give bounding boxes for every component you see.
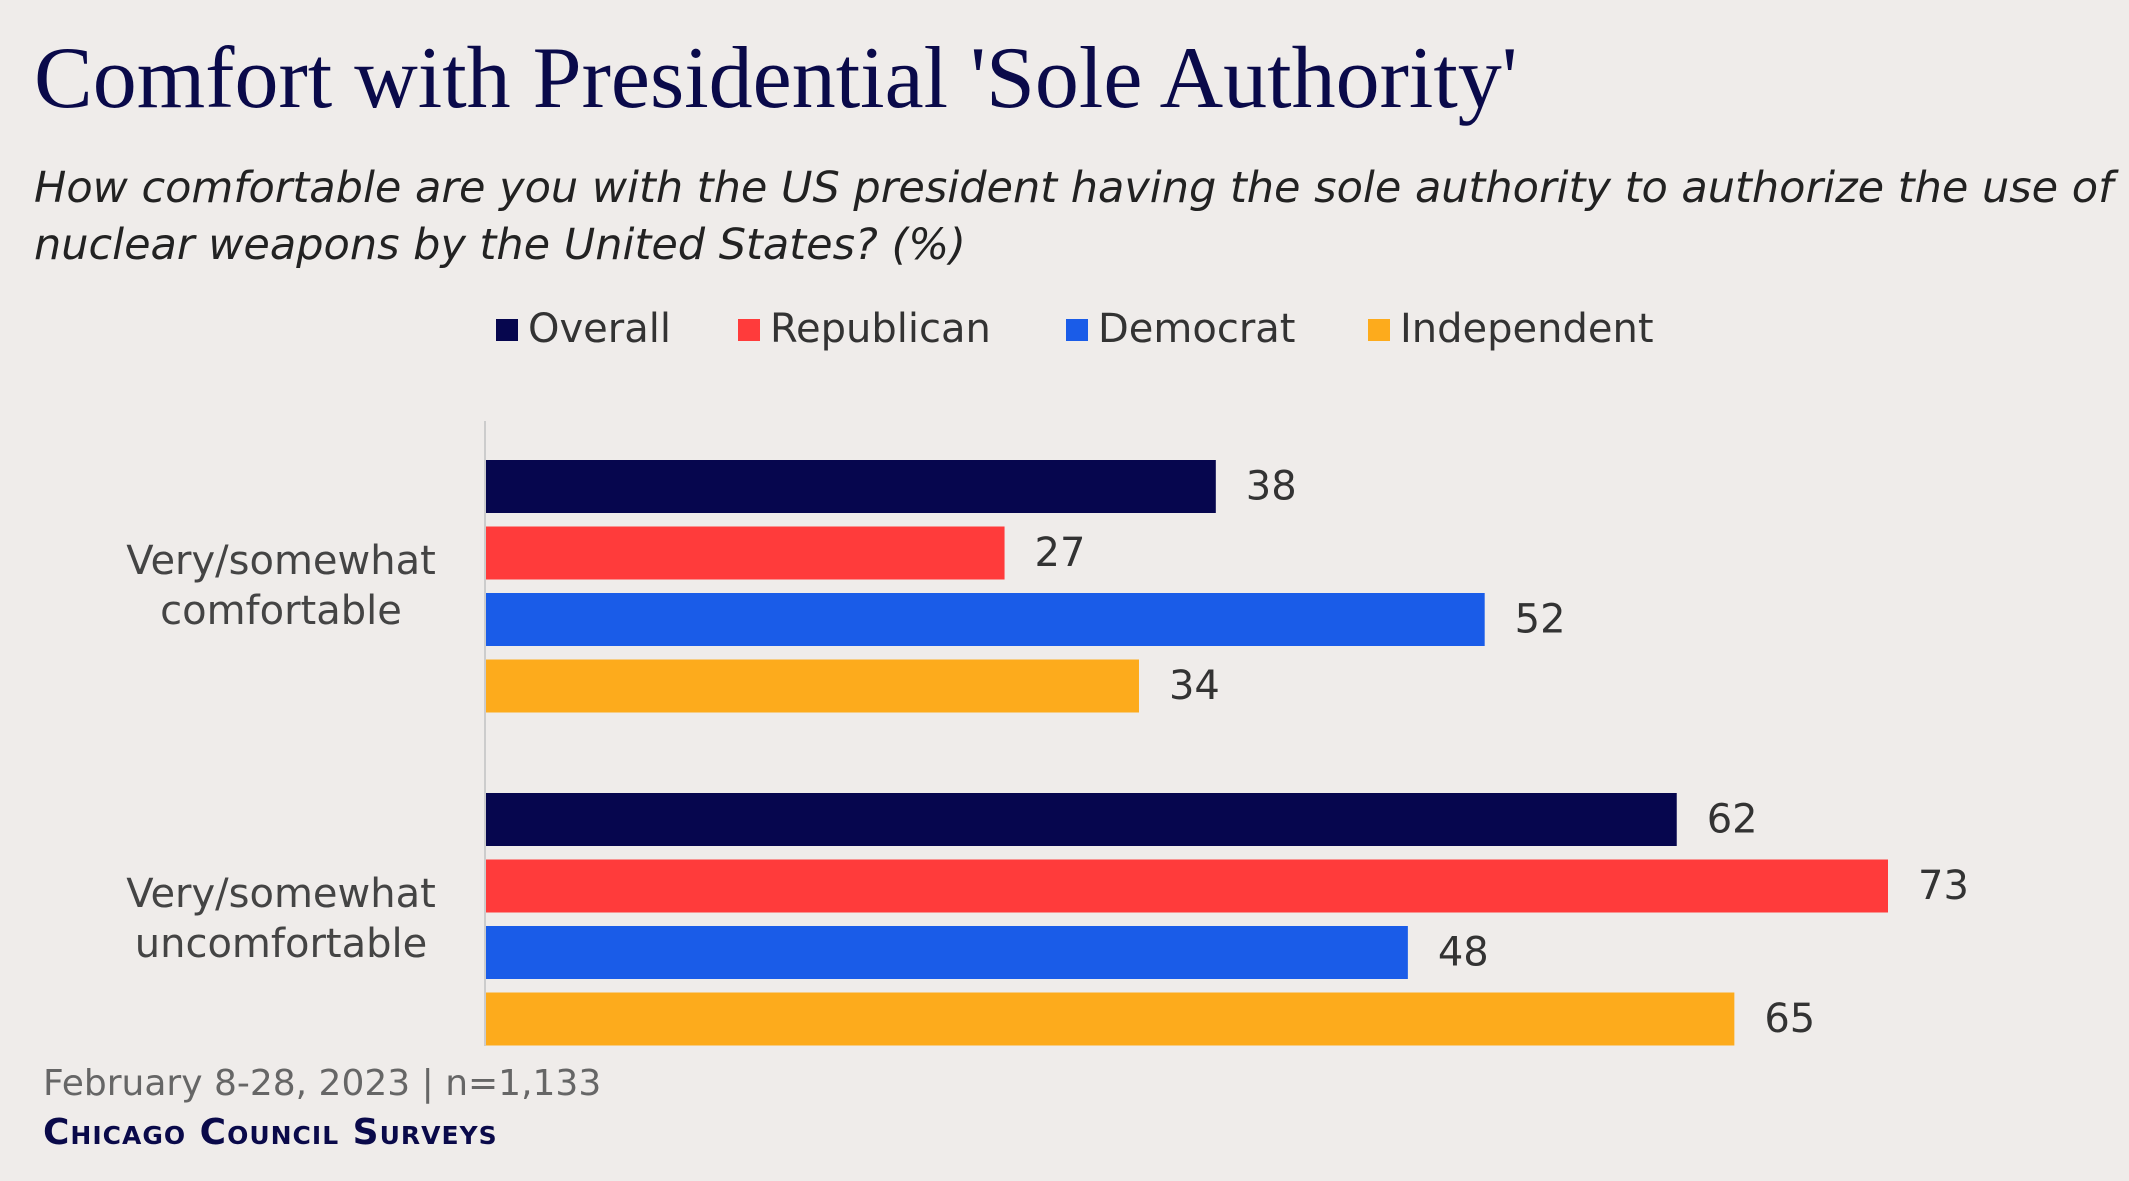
- chart-subtitle: How comfortable are you with the US pres…: [34, 163, 2114, 270]
- source: Chicago Council Surveys: [43, 1112, 498, 1153]
- legend-swatch: [738, 319, 760, 341]
- legend-label: Overall: [528, 306, 671, 352]
- legend-swatch: [1066, 319, 1088, 341]
- value-label: 48: [1438, 930, 1489, 976]
- bar: [486, 526, 1005, 580]
- bar: [486, 659, 1139, 713]
- legend-swatch: [496, 319, 518, 341]
- legend-label: Democrat: [1098, 306, 1295, 352]
- bar: [486, 859, 1888, 913]
- category-label: Very/somewhat comfortable: [126, 538, 436, 635]
- bar: [486, 926, 1408, 979]
- note: February 8-28, 2023 | n=1,133: [43, 1063, 602, 1104]
- bar: [486, 460, 1216, 513]
- bar: [486, 593, 1485, 646]
- bar: [486, 793, 1677, 846]
- value-label: 27: [1035, 530, 1086, 576]
- value-label: 73: [1918, 863, 1969, 909]
- value-label: 65: [1764, 996, 1815, 1042]
- value-label: 52: [1515, 597, 1566, 643]
- bar: [486, 992, 1735, 1046]
- value-label: 34: [1169, 663, 1220, 709]
- value-label: 38: [1246, 464, 1297, 510]
- legend-label: Republican: [770, 306, 991, 352]
- legend-swatch: [1368, 319, 1390, 341]
- value-label: 62: [1707, 797, 1758, 843]
- category-label: Very/somewhat uncomfortable: [126, 871, 436, 968]
- legend-label: Independent: [1400, 306, 1654, 352]
- chart-title: Comfort with Presidential 'Sole Authorit…: [34, 30, 1518, 127]
